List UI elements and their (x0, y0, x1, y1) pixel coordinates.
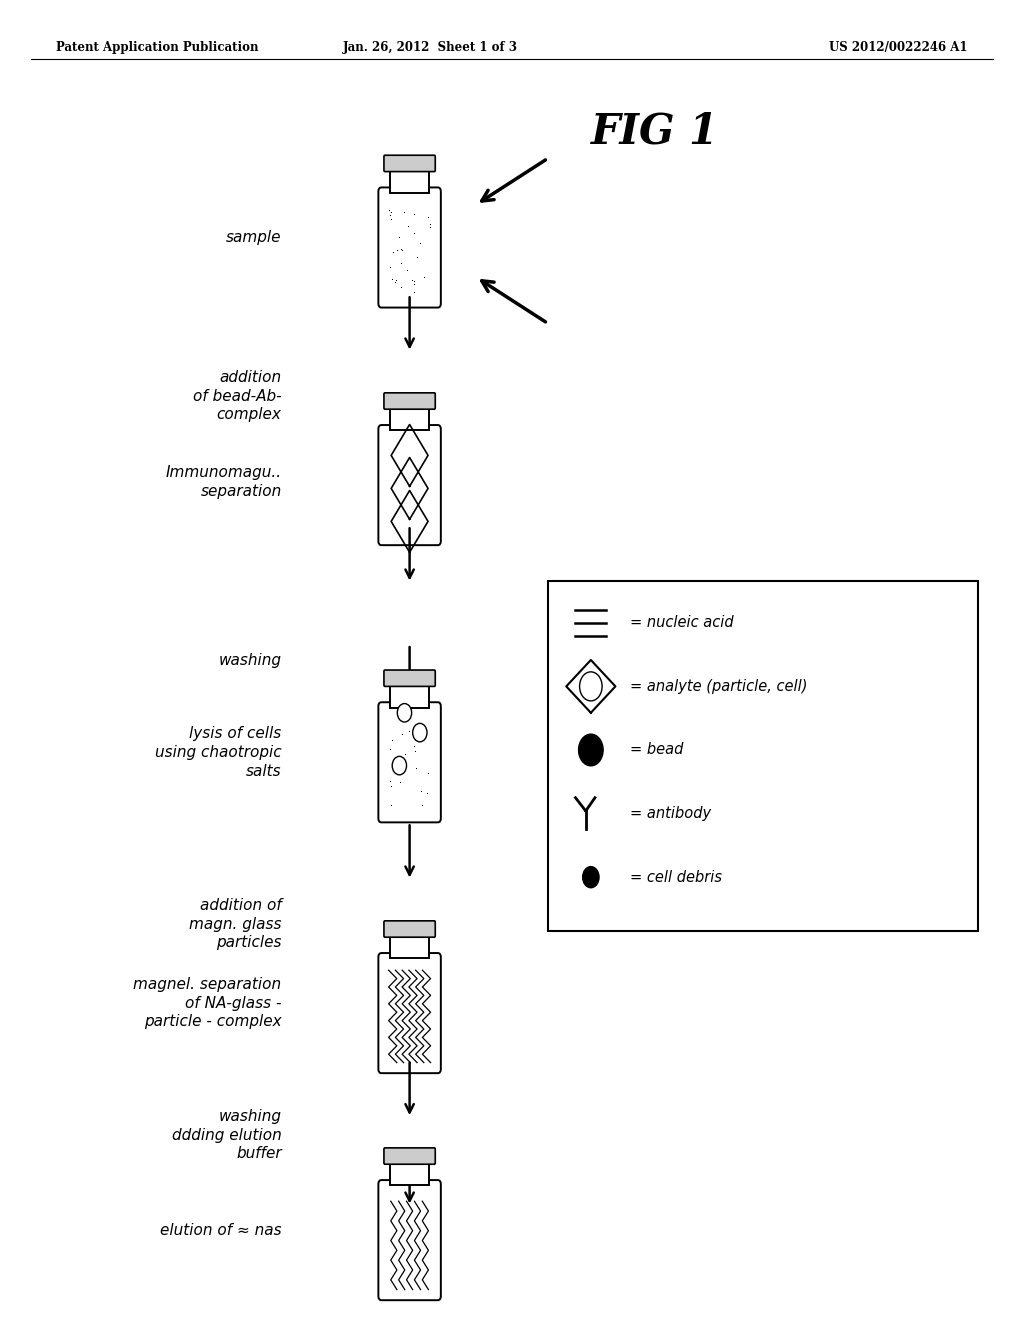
Text: Jan. 26, 2012  Sheet 1 of 3: Jan. 26, 2012 Sheet 1 of 3 (343, 41, 517, 54)
Bar (390, 169, 429, 193)
Bar (548, 581, 978, 931)
FancyBboxPatch shape (379, 425, 440, 545)
Text: US 2012/0022246 A1: US 2012/0022246 A1 (829, 41, 968, 54)
Text: sample: sample (226, 230, 282, 246)
FancyBboxPatch shape (384, 393, 435, 409)
Text: = nucleic acid: = nucleic acid (630, 615, 733, 630)
Text: lysis of cells
using chaotropic
salts: lysis of cells using chaotropic salts (155, 726, 282, 779)
Circle shape (392, 756, 407, 775)
Text: Immunomagu..
separation: Immunomagu.. separation (166, 465, 282, 499)
Polygon shape (566, 660, 615, 713)
Circle shape (413, 723, 427, 742)
FancyBboxPatch shape (384, 671, 435, 686)
Text: = analyte (particle, cell): = analyte (particle, cell) (630, 678, 807, 694)
Text: Patent Application Publication: Patent Application Publication (56, 41, 259, 54)
Circle shape (579, 734, 603, 766)
FancyBboxPatch shape (384, 156, 435, 172)
Text: elution of ≈ nas: elution of ≈ nas (160, 1222, 282, 1238)
Text: addition of
magn. glass
particles: addition of magn. glass particles (189, 898, 282, 950)
FancyBboxPatch shape (384, 921, 435, 937)
Text: addition
of bead-Ab-
complex: addition of bead-Ab- complex (193, 370, 282, 422)
Text: FIG 1: FIG 1 (592, 111, 719, 153)
Bar (390, 935, 429, 958)
Text: = antibody: = antibody (630, 807, 711, 821)
Text: washing: washing (218, 652, 282, 668)
Bar (390, 684, 429, 708)
FancyBboxPatch shape (379, 702, 440, 822)
Circle shape (397, 704, 412, 722)
Bar (390, 407, 429, 430)
Text: = cell debris: = cell debris (630, 870, 722, 884)
Text: = bead: = bead (630, 742, 683, 758)
FancyBboxPatch shape (379, 187, 440, 308)
Text: washing
ddding elution
buffer: washing ddding elution buffer (172, 1109, 282, 1162)
FancyBboxPatch shape (379, 1180, 440, 1300)
Bar (390, 1162, 429, 1185)
FancyBboxPatch shape (384, 1148, 435, 1164)
Circle shape (580, 672, 602, 701)
Text: magnel. separation
of NA-glass -
particle - complex: magnel. separation of NA-glass - particl… (133, 977, 282, 1030)
Circle shape (583, 867, 599, 888)
FancyBboxPatch shape (379, 953, 440, 1073)
